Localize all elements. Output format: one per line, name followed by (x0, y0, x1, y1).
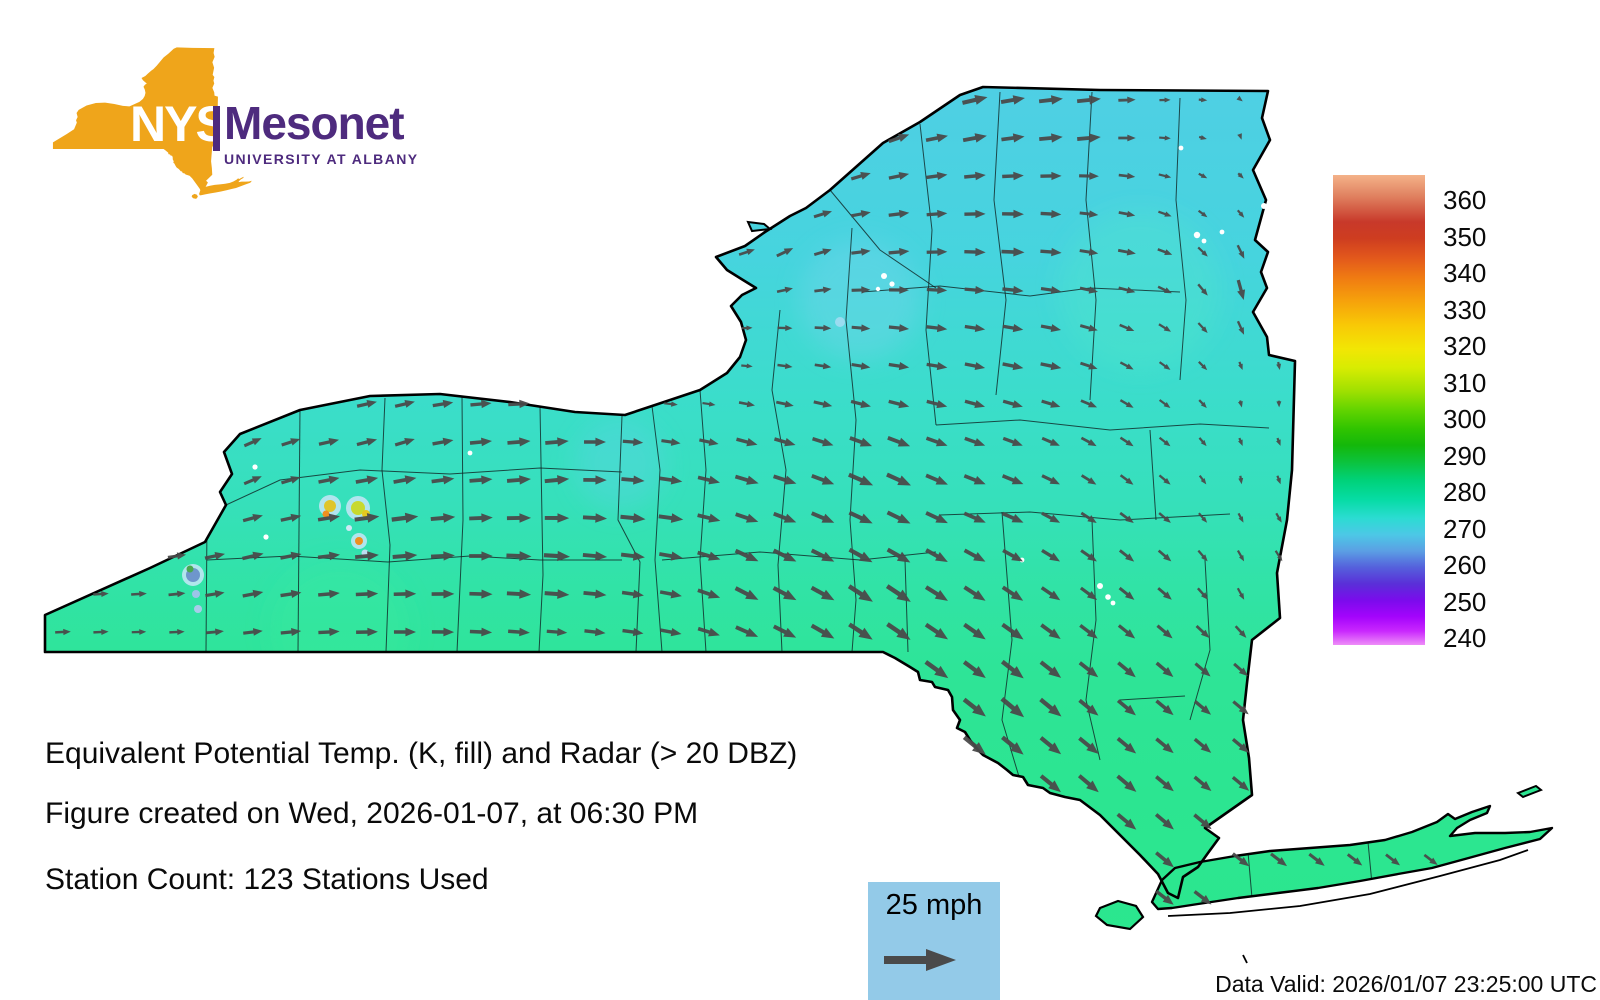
colorbar-tick: 330 (1443, 294, 1487, 325)
colorbar-tick: 340 (1443, 258, 1487, 288)
data-valid-text: Data Valid: 2026/01/07 23:25:00 UTC (1215, 971, 1597, 997)
wind-scale-legend: 25 mph (868, 882, 1000, 1000)
colorbar-tick: 350 (1443, 221, 1487, 252)
colorbar-gradient (1333, 175, 1425, 645)
colorbar-tick: 360 (1443, 185, 1487, 215)
colorbar-tick: 270 (1443, 513, 1487, 544)
wind-scale-label: 25 mph (885, 889, 983, 921)
colorbar-tick: 320 (1443, 331, 1487, 361)
logo-divider (213, 106, 220, 151)
station-count-text: Station Count: 123 Stations Used (45, 863, 489, 896)
colorbar-tick: 240 (1443, 623, 1487, 653)
logo-mesonet-text: Mesonet (224, 97, 405, 149)
colorbar-tick: 260 (1443, 550, 1487, 580)
logo-nys-text: NYS (130, 96, 229, 152)
colorbar-tick: 300 (1443, 404, 1487, 434)
colorbar-tick: 280 (1443, 477, 1487, 507)
wind-scale-arrow-icon (884, 949, 956, 971)
ny-state-logo-shape (52, 47, 252, 199)
nys-mesonet-logo: NYS Mesonet UNIVERSITY AT ALBANY (0, 0, 430, 230)
figure-created-text: Figure created on Wed, 2026-01-07, at 06… (45, 797, 699, 830)
logo-subtitle: UNIVERSITY AT ALBANY (224, 151, 419, 167)
map-title: Equivalent Potential Temp. (K, fill) and… (45, 737, 798, 770)
colorbar-tick: 290 (1443, 440, 1487, 471)
colorbar-tick: 250 (1443, 586, 1487, 617)
colorbar-tick: 310 (1443, 367, 1487, 398)
